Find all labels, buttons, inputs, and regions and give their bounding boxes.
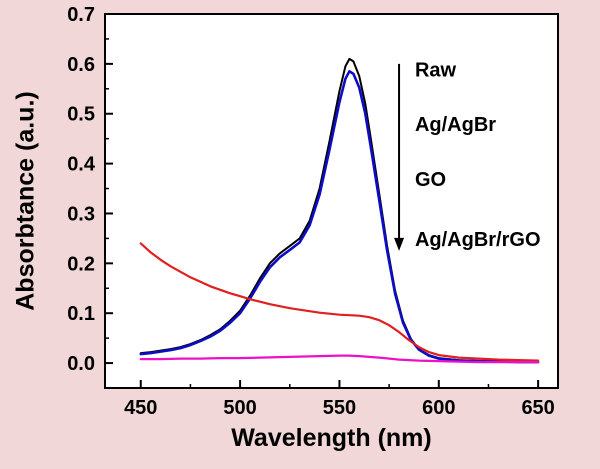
y-axis-ticks: 0.0 0.1 0.2 0.3 0.4 0.5 0.6 0.7 [67, 4, 113, 375]
y-tick-label: 0.5 [67, 104, 95, 126]
x-tick-label: 650 [521, 397, 554, 419]
y-tick-label: 0.3 [67, 203, 95, 225]
series-line-ag-agbr [139, 70, 540, 364]
plot-area [105, 14, 558, 388]
x-tick-label: 600 [422, 397, 455, 419]
y-tick-label: 0.0 [67, 353, 95, 375]
y-tick-label: 0.7 [67, 4, 95, 26]
series-curves [139, 57, 540, 364]
y-tick-label: 0.1 [67, 303, 95, 325]
legend-label-raw: Raw [415, 59, 457, 81]
x-tick-label: 500 [223, 397, 256, 419]
x-axis-title: Wavelength (nm) [231, 424, 432, 452]
legend-label-go: GO [415, 169, 446, 191]
series-line-go [139, 242, 540, 362]
legend-label-ag-agbr-rgo: Ag/AgBr/rGO [415, 229, 541, 251]
axes-frame [104, 13, 559, 389]
x-axis-ticks: 450 500 550 600 650 [124, 380, 555, 419]
legend-label-ag-agbr: Ag/AgBr [415, 114, 496, 136]
y-tick-label: 0.2 [67, 253, 95, 275]
x-tick-label: 450 [124, 397, 157, 419]
legend-arrow-down-icon [394, 63, 405, 251]
y-axis-title: Absorbtance (a.u.) [11, 91, 40, 311]
x-tick-label: 550 [323, 397, 356, 419]
series-line-ag-agbr-rgo [139, 354, 540, 364]
y-tick-label: 0.4 [67, 154, 96, 176]
y-tick-label: 0.6 [67, 54, 95, 76]
legend-annotations: Raw Ag/AgBr GO Ag/AgBr/rGO [415, 59, 541, 251]
